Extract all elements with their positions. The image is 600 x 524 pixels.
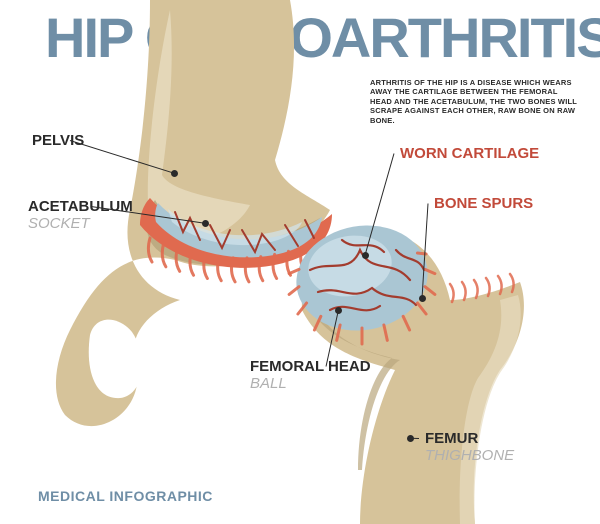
label-sub: THIGHBONE bbox=[425, 447, 514, 464]
leader-dot bbox=[202, 220, 209, 227]
leader-line bbox=[422, 204, 429, 299]
label-bone-spurs: BONE SPURS bbox=[434, 195, 533, 212]
leader-line bbox=[70, 140, 174, 174]
footer-text: MEDICAL INFOGRAPHIC bbox=[38, 488, 213, 504]
label-main: BONE SPURS bbox=[434, 195, 533, 212]
leader-dot bbox=[407, 435, 414, 442]
leader-dot bbox=[362, 252, 369, 259]
label-worn-cartilage: WORN CARTILAGE bbox=[400, 145, 539, 162]
page-title: HIP OSTEOARTHRITIS bbox=[45, 14, 600, 62]
label-main: FEMUR bbox=[425, 430, 514, 447]
description-text: ARTHRITIS OF THE HIP IS A DISEASE WHICH … bbox=[370, 78, 580, 125]
label-pelvis: PELVIS bbox=[32, 132, 84, 149]
label-femoral-head: FEMORAL HEADBALL bbox=[250, 358, 371, 393]
leader-line bbox=[365, 154, 395, 256]
label-acetabulum: ACETABULUMSOCKET bbox=[28, 198, 133, 233]
leader-dot bbox=[335, 307, 342, 314]
label-main: PELVIS bbox=[32, 132, 84, 149]
label-main: ACETABULUM bbox=[28, 198, 133, 215]
label-main: WORN CARTILAGE bbox=[400, 145, 539, 162]
leader-dot bbox=[419, 295, 426, 302]
label-sub: SOCKET bbox=[28, 215, 133, 232]
label-femur: FEMURTHIGHBONE bbox=[425, 430, 514, 465]
label-main: FEMORAL HEAD bbox=[250, 358, 371, 375]
leader-dot bbox=[171, 170, 178, 177]
label-sub: BALL bbox=[250, 375, 371, 392]
